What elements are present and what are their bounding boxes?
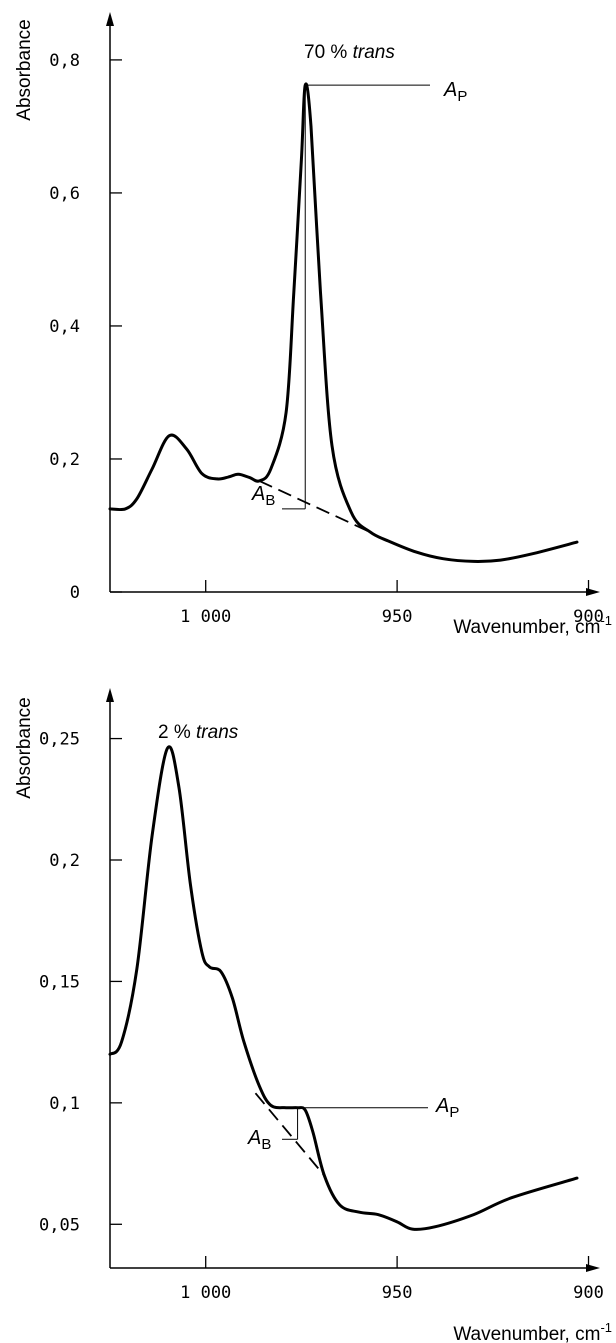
y-tick-label: 0,25 [39,730,80,750]
x-tick-label: 950 [382,607,413,627]
y-tick-label: 0,2 [49,450,80,470]
y-axis-arrow [106,688,114,702]
peak-label-ap: AP [443,79,467,105]
x-axis-label: Wavenumber, cm-1 [453,1320,612,1343]
chart-panel-2: 0,05 0,1 0,15 0,2 0,25 1 000 950 900 Absorbance W… [14,688,612,1343]
x-tick-label: 1 000 [180,1283,231,1303]
base-label-sub: B [265,492,275,509]
y-axis-label: Absorbance [14,697,35,798]
x-axis-label-sup: -1 [600,613,612,628]
y-tick-label: 0,4 [49,317,80,337]
y-tick-label: 0,15 [39,972,80,992]
y-tick-label: 0 [70,583,80,603]
peak-label-sub: P [457,88,467,105]
x-axis-arrow [586,1264,600,1272]
spectrum-line [108,82,579,563]
annotation-italic: trans [196,722,239,743]
spectrum-line [108,745,579,1231]
y-axis-label: Absorbance [14,19,35,120]
y-tick-label: 0,1 [49,1094,80,1114]
baseline-label-ab: AB [247,1127,271,1153]
x-axis-label-sup: -1 [600,1320,612,1335]
y-tick-label: 0,05 [39,1215,80,1235]
peak-label-ap: AP [435,1095,459,1121]
baseline-label-ab: AB [251,483,275,509]
y-tick-label: 0,6 [49,184,80,204]
y-tick-label: 0,2 [49,851,80,871]
base-label-sub: B [261,1136,271,1153]
baseline-dashed-line [254,1092,326,1177]
x-tick-label: 1 000 [180,607,231,627]
x-axis-arrow [586,588,600,596]
sample-annotation: 2 % trans [158,722,239,743]
x-tick-label: 950 [382,1283,413,1303]
y-tick-label: 0,8 [49,51,80,71]
x-tick-label: 900 [573,1283,604,1303]
annotation-italic: trans [353,42,396,63]
x-tick-label: 900 [573,607,604,627]
peak-label-sub: P [449,1104,459,1121]
y-axis-arrow [106,12,114,26]
x-axis-label: Wavenumber, cm-1 [453,613,612,638]
sample-annotation: 70 % trans [304,42,395,63]
chart-panel-1: 0 0,2 0,4 0,6 0,8 1 000 950 900 Absorbance Wavenu… [14,12,612,638]
baseline-dashed-line [258,480,371,533]
